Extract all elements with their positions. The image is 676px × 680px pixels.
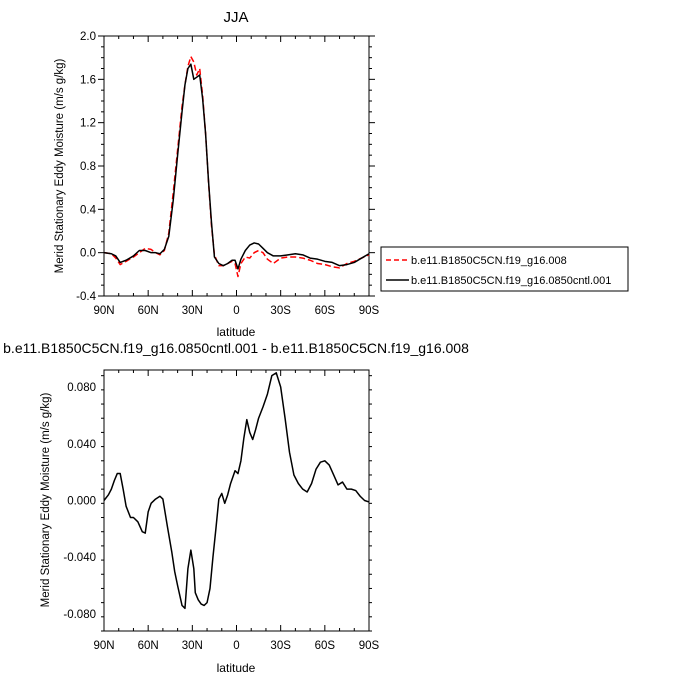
bottom-chart-ytick-label: -0.080 xyxy=(63,609,96,621)
top-chart-plot-area: 90N 60N 30N 0 30S 60S 90S -0.4 0.0 0.4 0.8 1.2 1.6 2.… xyxy=(76,31,379,317)
bottom-chart-plot-area: 90N 60N 30N 0 30S 60S 90S -0.080 -0.040 0.000 0.04… xyxy=(63,369,380,652)
legend-box xyxy=(380,246,629,292)
legend-label-series-2: b.e11.B1850C5CN.f19_g16.0850cntl.001 xyxy=(411,275,611,287)
top-chart-ylabel: Merid Stationary Eddy Moisture (m/s g/kg… xyxy=(54,58,66,273)
bottom-chart-xlabel: latitude xyxy=(217,661,256,675)
top-chart-xtick-label: 60S xyxy=(315,305,336,317)
top-chart-series-line-2 xyxy=(103,63,370,270)
top-chart-title: JJA xyxy=(223,9,248,26)
top-chart-xtick-label: 60N xyxy=(138,305,159,317)
bottom-chart-ytick-label: 0.000 xyxy=(67,496,96,508)
bottom-chart-title: b.e11.B1850C5CN.f19_g16.0850cntl.001 - b… xyxy=(3,340,469,356)
bottom-chart-xtick-label: 60S xyxy=(315,640,336,652)
top-chart-ytick-label: 1.6 xyxy=(80,74,96,86)
top-chart-ytick-label: 0.0 xyxy=(80,248,96,260)
top-chart-panel: JJA 90N 60N 30N 0 30S 60S 90S -0.4 0.0 0.4 0.8 1.2 1… xyxy=(54,9,629,339)
top-chart-frame xyxy=(103,35,370,297)
bottom-chart-xtick-label: 30S xyxy=(270,640,291,652)
top-chart-xtick-label: 30S xyxy=(270,305,291,317)
bottom-chart-xtick-label: 90N xyxy=(93,640,114,652)
bottom-chart-series-line-1 xyxy=(103,372,370,610)
bottom-chart-xtick-label: 90S xyxy=(359,640,380,652)
top-chart-ytick-label: 0.8 xyxy=(80,161,96,173)
bottom-chart-ylabel: Merid Stationary Eddy Moisture (m/s g/kg… xyxy=(40,392,52,607)
top-chart-ytick-label: -0.4 xyxy=(76,291,96,303)
legend-label-series-1: b.e11.B1850C5CN.f19_g16.008 xyxy=(411,255,567,267)
top-chart-xtick-label: 0 xyxy=(233,305,239,317)
top-chart-series-line-1 xyxy=(103,55,370,278)
top-chart-xtick-label: 90S xyxy=(359,305,380,317)
bottom-chart-xtick-label: 30N xyxy=(182,640,203,652)
top-chart-xtick-label: 90N xyxy=(93,305,114,317)
top-chart-ytick-label: 2.0 xyxy=(80,31,96,43)
bottom-chart-xtick-label: 60N xyxy=(138,640,159,652)
top-chart-ytick-label: 1.2 xyxy=(80,118,96,130)
bottom-chart-ytick-label: -0.040 xyxy=(63,552,96,564)
top-chart-ytick-label: 0.4 xyxy=(80,204,97,216)
bottom-chart-ytick-label: 0.040 xyxy=(67,439,96,451)
bottom-chart-ytick-label: 0.080 xyxy=(67,382,96,394)
legend: b.e11.B1850C5CN.f19_g16.008 b.e11.B1850C… xyxy=(380,246,629,292)
bottom-chart-frame xyxy=(103,369,370,632)
top-chart-xlabel: latitude xyxy=(217,325,256,339)
bottom-chart-panel: b.e11.B1850C5CN.f19_g16.0850cntl.001 - b… xyxy=(3,340,469,675)
top-chart-xtick-label: 30N xyxy=(182,305,203,317)
bottom-chart-xtick-label: 0 xyxy=(233,640,239,652)
